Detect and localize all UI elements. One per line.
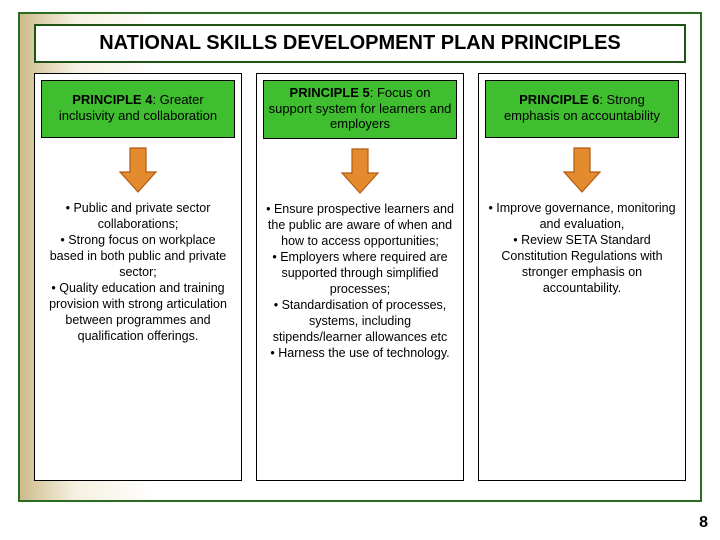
slide-frame: NATIONAL SKILLS DEVELOPMENT PLAN PRINCIP… — [18, 12, 702, 502]
principle-bold-6: PRINCIPLE 6 — [519, 92, 599, 107]
principle-header-6: PRINCIPLE 6: Strong emphasis on accounta… — [485, 80, 679, 138]
columns-container: PRINCIPLE 4: Greater inclusivity and col… — [34, 73, 686, 481]
arrow-down-icon — [560, 142, 604, 198]
slide-title: NATIONAL SKILLS DEVELOPMENT PLAN PRINCIP… — [34, 24, 686, 63]
column-principle-6: PRINCIPLE 6: Strong emphasis on accounta… — [478, 73, 686, 481]
arrow-down-icon — [116, 142, 160, 198]
bullets-6: • Improve governance, monitoring and eva… — [485, 200, 679, 296]
principle-bold-5: PRINCIPLE 5 — [290, 85, 370, 100]
principle-bold-4: PRINCIPLE 4 — [72, 92, 152, 107]
page-number: 8 — [699, 514, 708, 532]
principle-header-5: PRINCIPLE 5: Focus on support system for… — [263, 80, 457, 139]
arrow-down-icon — [338, 143, 382, 199]
principle-header-4: PRINCIPLE 4: Greater inclusivity and col… — [41, 80, 235, 138]
bullets-4: • Public and private sector collaboratio… — [41, 200, 235, 344]
column-principle-5: PRINCIPLE 5: Focus on support system for… — [256, 73, 464, 481]
bullets-5: • Ensure prospective learners and the pu… — [263, 201, 457, 361]
column-principle-4: PRINCIPLE 4: Greater inclusivity and col… — [34, 73, 242, 481]
